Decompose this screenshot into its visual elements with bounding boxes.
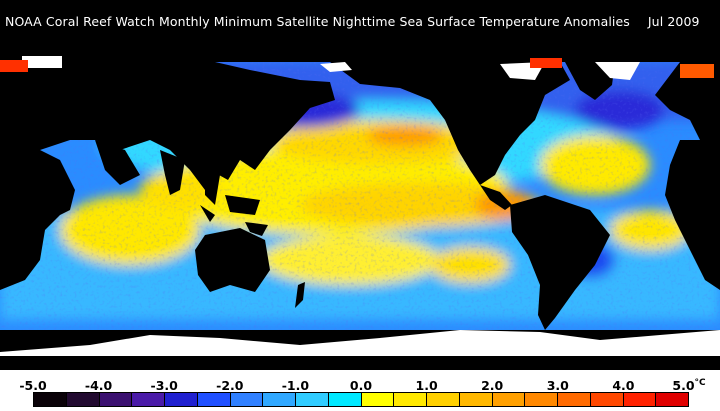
- arctic-warm-spots: [0, 58, 714, 78]
- land-masses: [0, 62, 720, 330]
- sst-anomaly-map: [0, 56, 720, 356]
- legend-tick-label: -1.0: [281, 378, 310, 393]
- legend-tick-labels: -5.0 -4.0 -3.0 -2.0 -1.0 0.0 1.0 2.0 3.0 4.0 5.0°C: [0, 378, 720, 394]
- legend-tick-label: -5.0: [19, 378, 47, 393]
- legend-tick-label: 1.0: [415, 378, 438, 393]
- legend-tick-label: 0.0: [349, 378, 373, 393]
- legend-tick-label: 5.0°C: [672, 378, 706, 394]
- legend-swatch: [328, 393, 362, 406]
- legend-unit: °C: [694, 378, 706, 388]
- legend-swatch: [459, 393, 493, 406]
- map-title-text: NOAA Coral Reef Watch Monthly Minimum Sa…: [5, 14, 630, 29]
- legend-swatch: [66, 393, 100, 406]
- legend-swatch: [590, 393, 624, 406]
- map-date: Jul 2009: [647, 14, 700, 29]
- legend-swatch: [492, 393, 526, 406]
- map-panel: NOAA Coral Reef Watch Monthly Minimum Sa…: [0, 0, 720, 370]
- legend-swatch: [525, 393, 558, 406]
- color-legend: -5.0 -4.0 -3.0 -2.0 -1.0 0.0 1.0 2.0 3.0 4.0 5.0°C: [0, 370, 720, 411]
- map-title: NOAA Coral Reef Watch Monthly Minimum Sa…: [5, 14, 700, 29]
- legend-swatch: [427, 393, 460, 406]
- legend-swatch: [34, 393, 67, 406]
- legend-swatch: [230, 393, 264, 406]
- legend-tick-label: -3.0: [150, 378, 178, 393]
- legend-tick-label: 2.0: [481, 378, 504, 393]
- legend-swatch: [263, 393, 296, 406]
- legend-swatch: [99, 393, 133, 406]
- legend-swatch: [558, 393, 591, 406]
- legend-tick-label: 3.0: [546, 378, 569, 393]
- legend-swatch: [197, 393, 231, 406]
- legend-swatch: [165, 393, 198, 406]
- legend-swatch: [296, 393, 329, 406]
- legend-tick-label: 4.0: [612, 378, 635, 393]
- legend-swatch: [132, 393, 165, 406]
- legend-tick-label: -2.0: [216, 378, 244, 393]
- color-scale-bar: [33, 392, 689, 407]
- legend-swatch: [656, 393, 688, 406]
- sea-ice: [0, 56, 720, 356]
- legend-swatch: [623, 393, 657, 406]
- legend-tick-label: -4.0: [84, 378, 113, 393]
- legend-swatch: [361, 393, 395, 406]
- legend-swatch: [394, 393, 427, 406]
